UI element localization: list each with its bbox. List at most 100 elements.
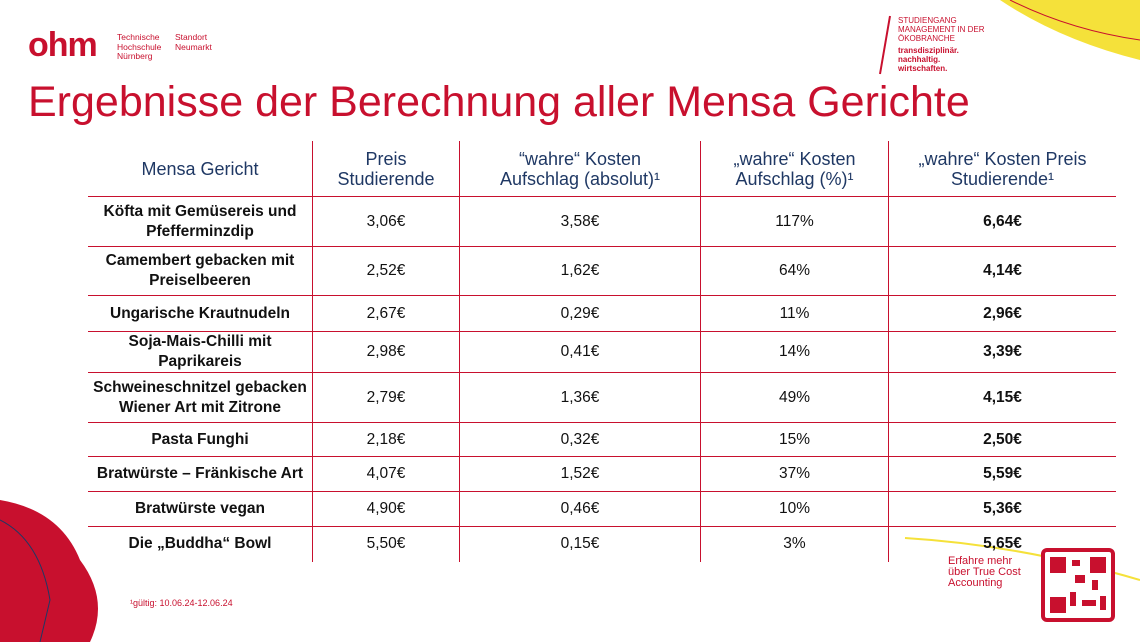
value-cell: 2,50€: [888, 422, 1116, 457]
value-cell: 5,36€: [888, 491, 1116, 527]
dish-line: Bratwürste vegan: [134, 500, 266, 517]
header-line: Aufschlag (%)¹: [735, 168, 854, 189]
dish-cell: Bratwürste vegan: [88, 491, 313, 527]
site-line: Neumarkt: [175, 41, 212, 52]
value-cell: 15%: [700, 422, 889, 457]
value-cell: 11%: [700, 295, 889, 332]
tagline: transdisziplinär. nachhaltig. wirtschaften…: [898, 46, 959, 73]
program: STUDIENGANG MANAGEMENT IN DER ÖKOBRANCHE: [898, 16, 985, 43]
table: Mensa Gericht Preis Studierende “wahre“ Kos…: [88, 141, 1116, 562]
value-cell: 0,46€: [459, 491, 701, 527]
tagline-line: wirtschaften.: [898, 64, 948, 73]
header-line: „wahre“ Kosten Preis: [918, 148, 1087, 169]
footnote: ¹gültig: 10.06.24-12.06.24: [130, 598, 233, 608]
value-cell: 5,65€: [888, 526, 1116, 562]
row: Pasta Funghi 2,18€ 0,32€ 15% 2,50€: [88, 422, 1116, 457]
dish-cell: Bratwürste – Fränkische Art: [88, 456, 313, 492]
site-name: Standort Neumarkt: [175, 32, 212, 52]
dish-cell: Die „Buddha“ Bowl: [88, 526, 313, 562]
header-line: Preis: [365, 148, 407, 169]
dish-line: Pasta Funghi: [151, 430, 249, 448]
tagline-line: nachhaltig.: [898, 55, 941, 64]
value-cell: 1,62€: [459, 246, 701, 296]
dish-cell: Soja-Mais-Chilli mit Paprikareis: [88, 331, 313, 373]
row: Soja-Mais-Chilli mit Paprikareis 2,98€ 0,4…: [88, 331, 1116, 373]
value-cell: 0,41€: [459, 331, 701, 373]
value-cell: 3,39€: [888, 331, 1116, 373]
program-line: MANAGEMENT IN DER: [898, 25, 985, 34]
qr-line: Accounting: [948, 577, 1003, 589]
header-cell: Preis Studierende: [312, 141, 460, 197]
dish-line: Köfta mit Gemüsereis und: [103, 202, 297, 220]
dish-line: Soja-Mais-Chilli mit Paprikareis: [128, 333, 272, 370]
header-line: Studierende¹: [950, 168, 1055, 189]
value-cell: 2,18€: [312, 422, 460, 457]
dish-line: Schweineschnitzel gebacken: [93, 378, 307, 396]
site-line: Standort: [175, 32, 208, 42]
value-cell: 6,64€: [888, 196, 1116, 247]
value-cell: 5,50€: [312, 526, 460, 562]
value-cell: 4,15€: [888, 372, 1116, 423]
dish-line: Camembert gebacken mit: [105, 252, 295, 269]
qr-line: über True Cost: [948, 566, 1021, 578]
value-cell: 64%: [700, 246, 889, 296]
row: Bratwürste – Fränkische Art 4,07€ 1,52€ 37%…: [88, 456, 1116, 492]
value-cell: 2,96€: [888, 295, 1116, 332]
header-cell: “wahre“ Kosten Aufschlag (absolut)¹: [459, 141, 701, 197]
school-line: Hochschule: [117, 41, 162, 52]
value-cell: 1,36€: [459, 372, 701, 423]
dish-line: Wiener Art mit Zitrone: [118, 398, 282, 416]
dish-cell: Köfta mit Gemüsereis und Pfefferminzdip: [88, 196, 313, 247]
value-cell: 4,14€: [888, 246, 1116, 296]
value-cell: 37%: [700, 456, 889, 492]
row: Camembert gebacken mit Preiselbeeren 2,52€…: [88, 246, 1116, 296]
dish-cell: Schweineschnitzel gebacken Wiener Art mit…: [88, 372, 313, 423]
red-curve: [1009, 0, 1140, 41]
dish-line: Ungarische Krautnudeln: [110, 304, 290, 322]
dish-line: Pfefferminzdip: [146, 222, 254, 240]
value-cell: 49%: [700, 372, 889, 423]
value-cell: 3,58€: [459, 196, 701, 247]
header-line: Mensa Gericht: [141, 158, 259, 179]
dish-line: Preiselbeeren: [149, 272, 251, 289]
divider: [879, 15, 891, 75]
school-line: Technische: [117, 32, 160, 42]
row: Bratwürste vegan 4,90€ 0,46€ 10% 5,36€: [88, 491, 1116, 527]
header-line: „wahre“ Kosten: [733, 148, 856, 169]
row: Die „Buddha“ Bowl 5,50€ 0,15€ 3% 5,65€: [88, 526, 1116, 562]
red-shape: [0, 500, 98, 642]
dish-cell: Ungarische Krautnudeln: [88, 295, 313, 332]
value-cell: 117%: [700, 196, 889, 247]
value-cell: 2,98€: [312, 331, 460, 373]
value-cell: 5,59€: [888, 456, 1116, 492]
row: Schweineschnitzel gebacken Wiener Art mit…: [88, 372, 1116, 423]
logo-mark: ohm: [28, 26, 98, 64]
header-line: Studierende: [337, 168, 435, 189]
header-line: “wahre“ Kosten: [518, 148, 642, 169]
dish-cell: Pasta Funghi: [88, 422, 313, 457]
value-cell: 0,15€: [459, 526, 701, 562]
value-cell: 2,67€: [312, 295, 460, 332]
header-row: Mensa Gericht Preis Studierende “wahre“ Kos…: [88, 141, 1116, 197]
tagline-line: transdisziplinär.: [898, 46, 959, 55]
title: Ergebnisse der Berechnung aller Mensa Ge…: [28, 78, 970, 126]
header-cell: Mensa Gericht: [88, 141, 313, 197]
header-line: Aufschlag (absolut)¹: [499, 168, 661, 189]
qr-text: Erfahre mehr über True Cost Accounting: [948, 556, 1021, 589]
row: Ungarische Krautnudeln 2,67€ 0,29€ 11% 2,96€: [88, 295, 1116, 332]
value-cell: 0,29€: [459, 295, 701, 332]
value-cell: 2,79€: [312, 372, 460, 423]
blue-curve: [0, 519, 51, 642]
value-cell: 0,32€: [459, 422, 701, 457]
value-cell: 3,06€: [312, 196, 460, 247]
value-cell: 3%: [700, 526, 889, 562]
school-line: Nürnberg: [117, 51, 153, 61]
header-cell: „wahre“ Kosten Preis Studierende¹: [888, 141, 1116, 197]
value-cell: 4,90€: [312, 491, 460, 527]
value-cell: 1,52€: [459, 456, 701, 492]
value-cell: 4,07€: [312, 456, 460, 492]
value-cell: 10%: [700, 491, 889, 527]
value-cell: 14%: [700, 331, 889, 373]
